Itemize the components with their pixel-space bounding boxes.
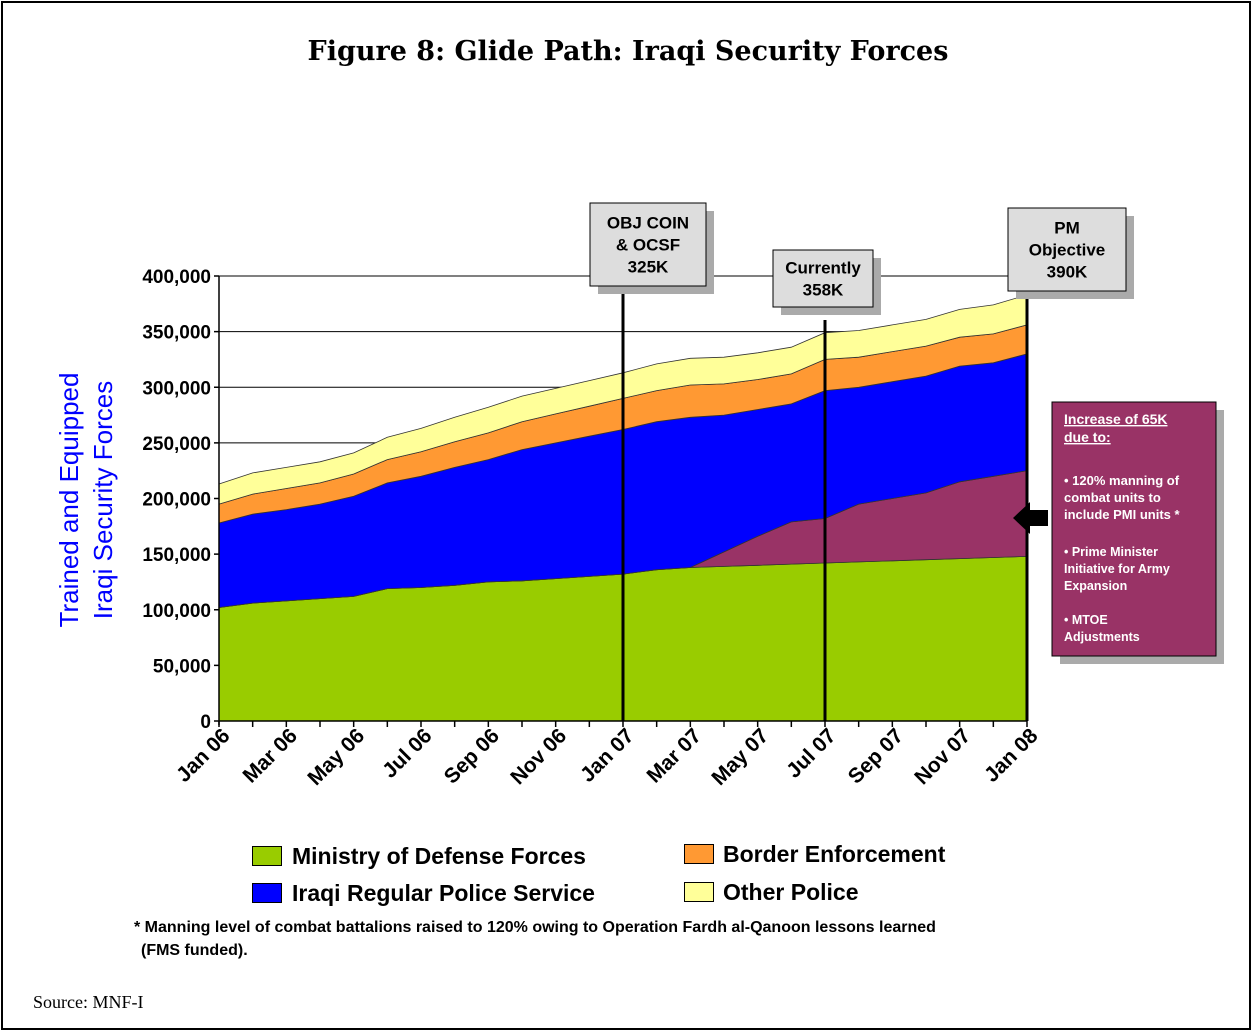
callout-box-1 (772, 249, 874, 308)
y-tick-label-6: 300,000 (142, 378, 211, 399)
callout-1: Currently 358K (772, 249, 881, 315)
y-tick-label-4: 200,000 (142, 490, 211, 511)
y-tick-label-5: 250,000 (142, 434, 211, 455)
side-box-bullet-1-line-1: Initiative for Army (1064, 562, 1170, 576)
side-box-bullet-1-line-0: • Prime Minister (1064, 545, 1158, 559)
callout-0-line-2: 325K (628, 258, 669, 277)
side-box-bullet-0-line-2: include PMI units * (1064, 507, 1181, 522)
side-box-bullet-0-line-1: combat units to (1064, 490, 1161, 505)
callout-2-line-1: Objective (1029, 241, 1106, 260)
legend-swatch-other (684, 882, 714, 902)
side-box-bullet-0-line-0: • 120% manning of (1064, 473, 1180, 488)
x-tick-label-6: Jan 07 (576, 724, 639, 787)
x-tick-label-1: Mar 06 (239, 724, 302, 787)
side-box-heading-1: Increase of 65K (1064, 411, 1168, 427)
x-tick-label-2: May 06 (303, 724, 369, 790)
x-tick-label-5: Nov 06 (506, 724, 571, 789)
x-tick-label-10: Sep 07 (844, 724, 908, 788)
legend-swatch-border (684, 844, 714, 864)
side-box-bullet-2-line-0: • MTOE (1064, 613, 1108, 627)
y-axis-title-line-2: Iraqi Security Forces (88, 381, 118, 619)
x-tick-label-3: Jul 06 (378, 724, 436, 782)
x-tick-label-8: May 07 (707, 724, 773, 790)
callout-0-line-0: OBJ COIN (607, 214, 689, 233)
y-tick-label-7: 350,000 (142, 323, 211, 344)
x-tick-label-0: Jan 06 (172, 724, 235, 787)
callout-1-line-1: 358K (803, 281, 844, 300)
y-tick-label-8: 400,000 (142, 267, 211, 288)
y-tick-label-3: 150,000 (142, 545, 211, 566)
side-box (1051, 401, 1217, 657)
y-tick-label-2: 100,000 (142, 601, 211, 622)
callout-1-line-0: Currently (785, 259, 861, 278)
x-tick-label-11: Nov 07 (910, 724, 975, 789)
callout-0-line-1: & OCSF (616, 236, 680, 255)
figure-title: Figure 8: Glide Path: Iraqi Security For… (307, 36, 949, 67)
source-note: Source: MNF-I (33, 992, 144, 1012)
y-axis-title-line-1: Trained and Equipped (54, 373, 84, 628)
callout-2: PM Objective 390K (1007, 207, 1134, 299)
legend-label-border: Border Enforcement (723, 841, 946, 867)
arrow-left-icon (1013, 502, 1048, 534)
callout-box-2 (1007, 207, 1127, 292)
callout-2-line-0: PM (1054, 219, 1080, 238)
footnote-line-1: * Manning level of combat battalions rai… (134, 919, 936, 936)
y-tick-label-1: 50,000 (153, 656, 211, 677)
x-tick-label-7: Mar 07 (643, 724, 706, 787)
callout-layer: OBJ COIN & OCSF 325K Currently 358K PM Objecti… (589, 202, 1134, 315)
x-tick-label-9: Jul 07 (782, 724, 840, 782)
x-tick-label-12: Jan 08 (980, 724, 1043, 787)
side-box-layer: Increase of 65K due to: • 120% manning of c… (1051, 401, 1224, 664)
legend-swatch-police (252, 883, 282, 903)
y-tick-label-0: 0 (200, 712, 211, 733)
callout-box-0 (589, 202, 707, 287)
side-box-bullet-1-line-2: Expansion (1064, 579, 1127, 593)
callout-2-line-2: 390K (1047, 263, 1088, 282)
legend-label-other: Other Police (723, 879, 859, 905)
footnote-line-2: (FMS funded). (141, 942, 248, 959)
legend-swatch-mod (252, 846, 282, 866)
side-box-heading-2: due to: (1064, 429, 1111, 445)
marker-layer (621, 285, 1048, 721)
legend-label-mod: Ministry of Defense Forces (292, 843, 586, 869)
x-tick-label-4: Sep 06 (440, 724, 504, 788)
footnote: * Manning level of combat battalions rai… (134, 916, 1174, 962)
legend-label-police: Iraqi Regular Police Service (292, 880, 595, 906)
callout-0: OBJ COIN & OCSF 325K (589, 202, 714, 294)
side-box-bullet-2-line-1: Adjustments (1064, 630, 1140, 644)
